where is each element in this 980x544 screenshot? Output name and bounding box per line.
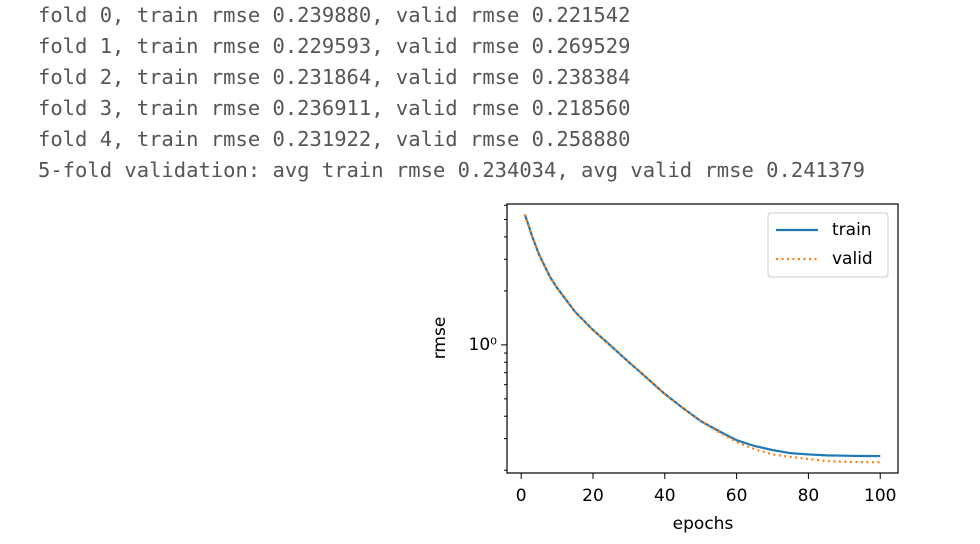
output-line: 5-fold validation: avg train rmse 0.2340… bbox=[38, 158, 865, 182]
x-tick-label: 0 bbox=[516, 486, 527, 506]
x-axis-label: epochs bbox=[673, 514, 734, 534]
output-line: fold 0, train rmse 0.239880, valid rmse … bbox=[38, 3, 630, 27]
x-tick-label: 40 bbox=[654, 486, 676, 506]
legend-label: valid bbox=[832, 249, 873, 269]
x-tick-label: 60 bbox=[726, 486, 748, 506]
y-tick-label: 10⁰ bbox=[469, 335, 498, 355]
output-line: fold 4, train rmse 0.231922, valid rmse … bbox=[38, 127, 630, 151]
x-tick-label: 100 bbox=[864, 486, 896, 506]
output-line: fold 1, train rmse 0.229593, valid rmse … bbox=[38, 34, 630, 58]
plot-area bbox=[523, 214, 881, 464]
x-tick-label: 80 bbox=[798, 486, 820, 506]
output-line: fold 2, train rmse 0.231864, valid rmse … bbox=[38, 65, 630, 89]
output-line: fold 3, train rmse 0.236911, valid rmse … bbox=[38, 96, 630, 120]
y-axis-label: rmse bbox=[430, 317, 450, 360]
line-series bbox=[523, 214, 881, 464]
legend-label: train bbox=[832, 220, 872, 240]
plot-frame bbox=[506, 203, 899, 474]
x-tick-label: 20 bbox=[582, 486, 604, 506]
